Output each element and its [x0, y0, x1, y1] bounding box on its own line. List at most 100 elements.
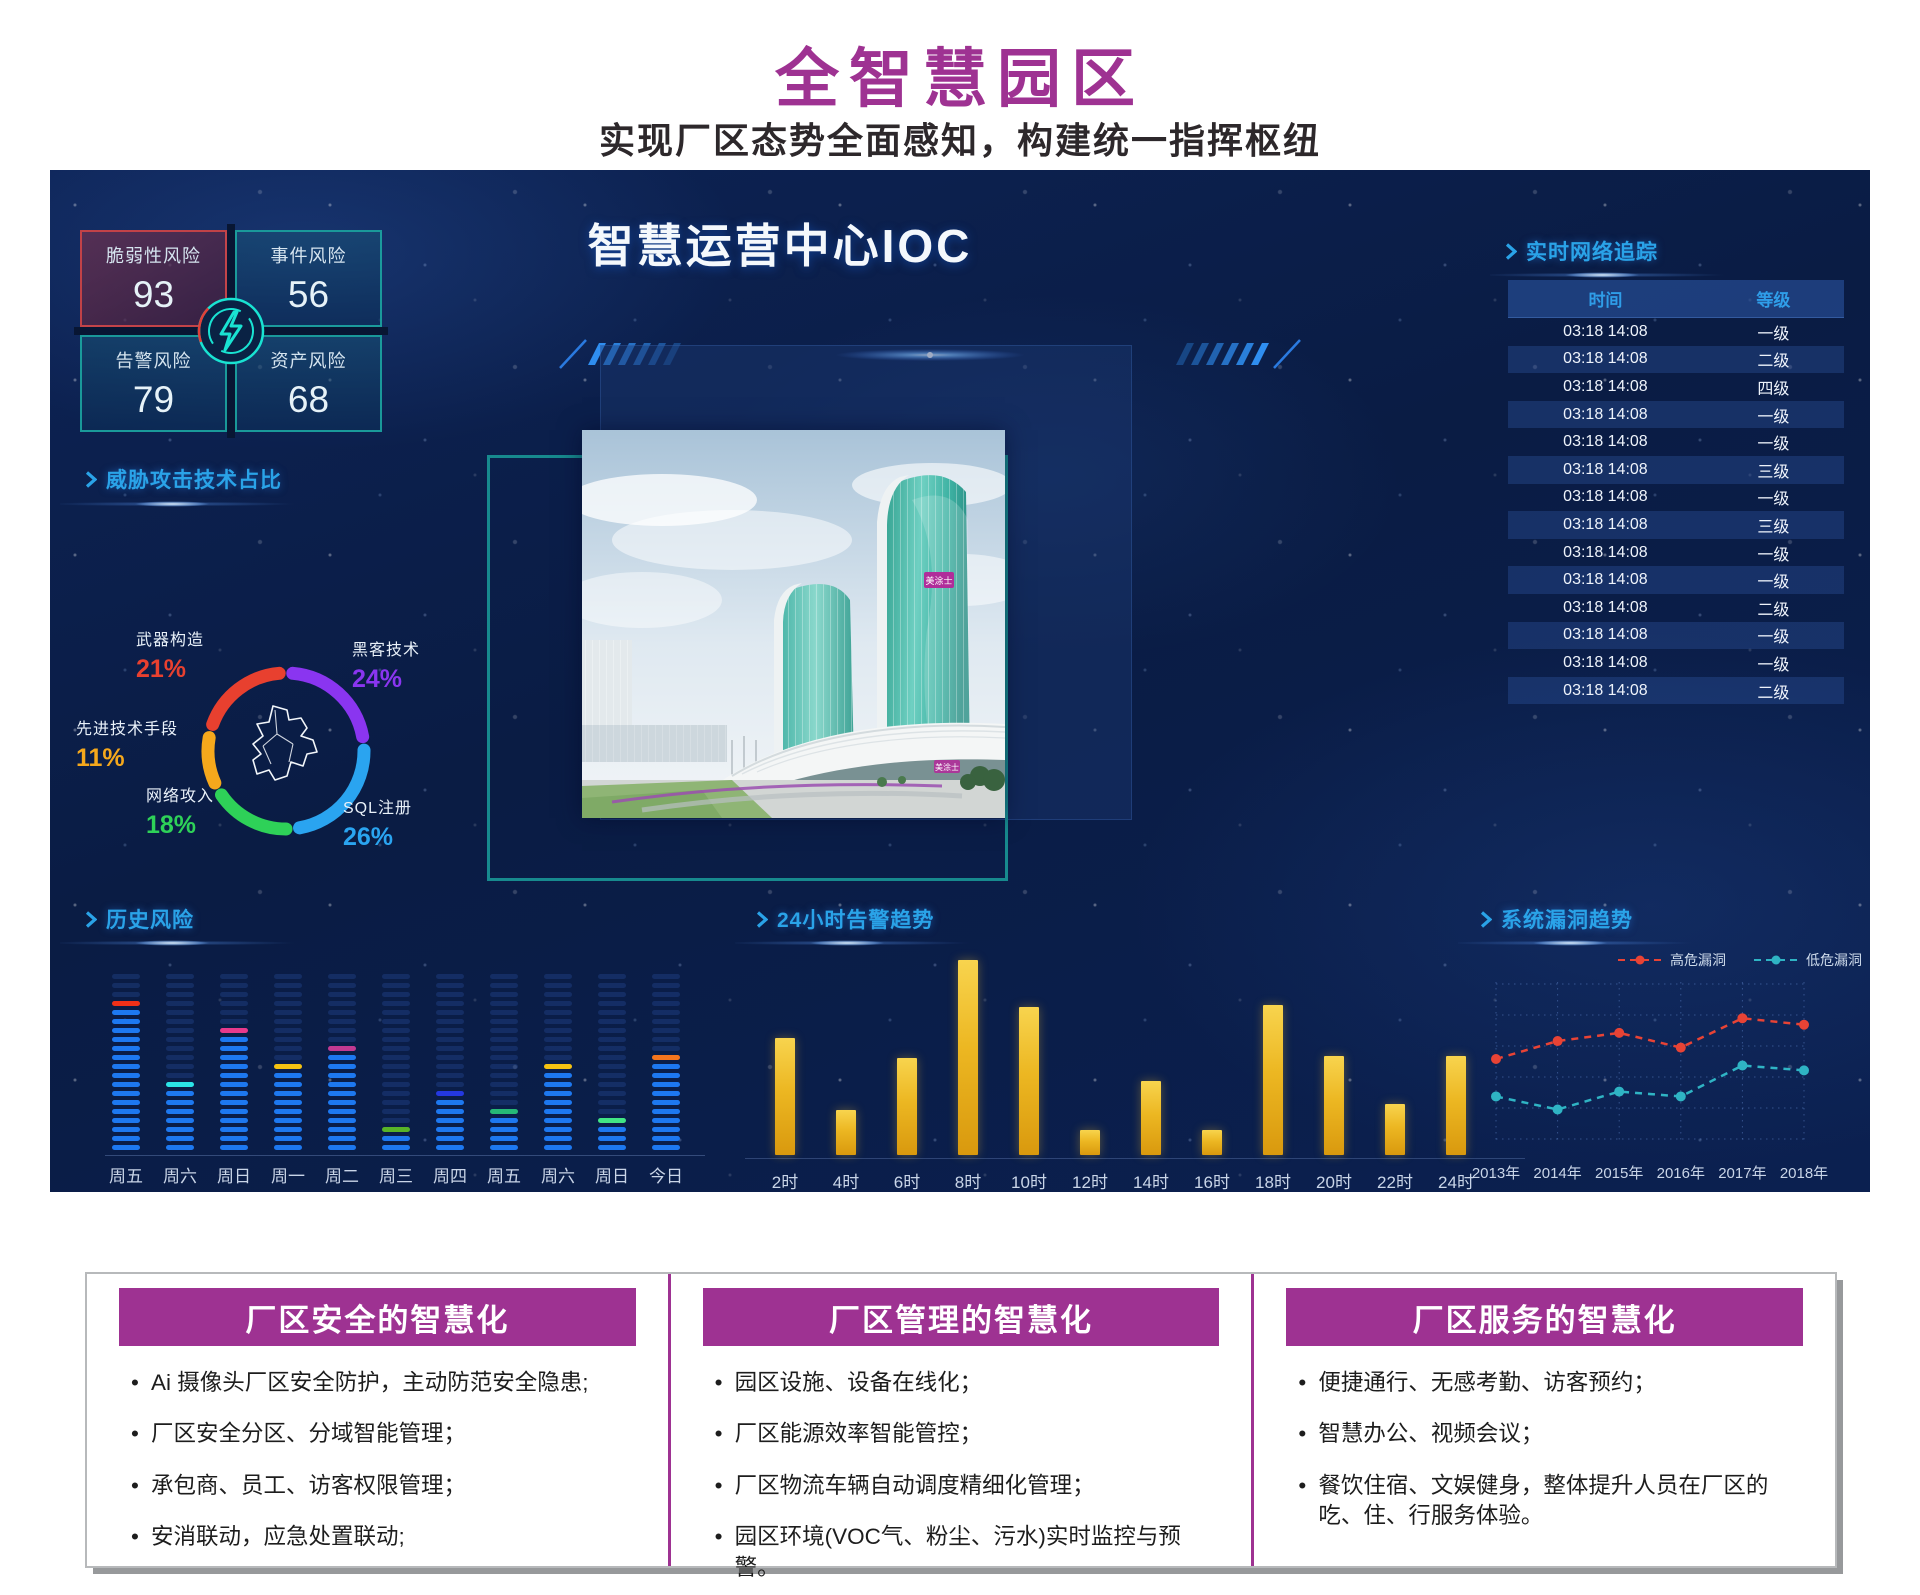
donut-label-weapon: 武器构造 21%: [136, 632, 205, 683]
history-bar: [274, 974, 302, 1150]
cell-level: 二级: [1757, 601, 1790, 619]
alert-bar: [1446, 1055, 1466, 1155]
table-row: 03:18 14:08 四级: [1508, 373, 1844, 401]
svg-text:美涂士: 美涂士: [935, 762, 959, 772]
cell-level: 一级: [1757, 436, 1790, 454]
flare-decoration: [60, 939, 390, 947]
page-title: 全智慧园区: [775, 43, 1145, 115]
section-title-label: 威胁攻击技术占比: [106, 469, 282, 492]
risk-card-label: 脆弱性风险: [106, 245, 201, 266]
table-row: 03:18 14:08 三级: [1508, 455, 1844, 484]
cell-level: 四级: [1757, 380, 1790, 398]
vuln-legend: 高危漏洞 低危漏洞: [1618, 950, 1862, 970]
table-row: 03:18 14:08 一级: [1508, 621, 1844, 650]
day-label: 周五: [487, 1167, 521, 1186]
card-title: 厂区安全的智慧化: [119, 1288, 636, 1346]
alert-bar: [1019, 1006, 1039, 1155]
section-title-history: 历史风险: [85, 904, 194, 934]
flare-decoration: [735, 939, 1065, 947]
legend-item-high: 高危漏洞: [1618, 950, 1726, 970]
bullet-item: 园区设施、设备在线化；: [715, 1368, 1224, 1399]
risk-card-value: 93: [132, 273, 175, 315]
hour-label: 16时: [1194, 1173, 1230, 1192]
hour-label: 8时: [954, 1173, 982, 1192]
axis-baseline: [105, 1155, 705, 1156]
history-bar: [436, 974, 464, 1150]
cell-time: 03:18 14:08: [1563, 433, 1648, 451]
hour-label: 14时: [1133, 1173, 1169, 1192]
risk-card-value: 79: [132, 378, 175, 420]
day-label: 周六: [541, 1167, 575, 1186]
cell-time: 03:18 14:08: [1563, 543, 1648, 561]
cell-time: 03:18 14:08: [1563, 653, 1648, 671]
cell-level: 一级: [1757, 656, 1790, 674]
vuln-trend-chart: [1491, 982, 1809, 1142]
risk-card-alarm: 告警风险 79: [80, 335, 227, 432]
section-title-alert24: 24小时告警趋势: [756, 904, 934, 934]
section-title-label: 24小时告警趋势: [777, 909, 935, 932]
cell-level: 二级: [1757, 684, 1790, 702]
cell-level: 一级: [1757, 546, 1790, 564]
chevron-icon: [1480, 910, 1492, 928]
day-label: 周四: [433, 1167, 467, 1186]
alert-bar: [958, 960, 978, 1155]
section-title-label: 实时网络追踪: [1526, 241, 1658, 264]
table-row: 03:18 14:08 二级: [1508, 676, 1844, 705]
cell-level: 一级: [1757, 491, 1790, 509]
table-row: 03:18 14:08 一级: [1508, 318, 1844, 346]
network-table: 时间 等级 03:18 14:08 一级 03:18 14:08 二级 03:18 14…: [1508, 280, 1844, 705]
cell-time: 03:18 14:08: [1563, 598, 1648, 616]
section-title-threat: 威胁攻击技术占比: [85, 464, 282, 494]
threat-donut-chart: [201, 666, 371, 836]
history-bar: [382, 974, 410, 1150]
info-card-management: 厂区管理的智慧化 园区设施、设备在线化； 厂区能源效率智能管控； 厂区物流车辆自动调…: [671, 1274, 1255, 1580]
donut-label-advanced: 先进技术手段 11%: [76, 721, 179, 772]
history-bar: [166, 974, 194, 1150]
chevron-icon: [756, 910, 768, 928]
donut-label-network: 网络攻入 18%: [146, 788, 215, 839]
history-bar: [544, 974, 572, 1150]
axis-baseline: [745, 1158, 1525, 1159]
risk-card-asset: 资产风险 68: [235, 335, 382, 432]
flare-decoration: [1490, 271, 1820, 279]
hour-label: 4时: [832, 1173, 860, 1192]
year-label: 2014年: [1533, 1165, 1582, 1182]
bullet-item: 智慧办公、视频会议；: [1298, 1419, 1807, 1450]
cell-time: 03:18 14:08: [1563, 350, 1648, 368]
cell-level: 二级: [1757, 353, 1790, 371]
alert-bar: [1141, 1080, 1161, 1155]
section-title-label: 历史风险: [106, 909, 194, 932]
section-title-label: 系统漏洞趋势: [1501, 909, 1633, 932]
alert-bar: [1263, 1004, 1283, 1155]
hour-label: 20时: [1316, 1173, 1352, 1192]
map-outline-icon: [252, 705, 318, 781]
cell-level: 一级: [1757, 629, 1790, 647]
donut-label-hacker: 黑客技术 24%: [352, 642, 421, 693]
table-row: 03:18 14:08 三级: [1508, 511, 1844, 539]
table-row: 03:18 14:08 二级: [1508, 345, 1844, 374]
alert-bar: [1080, 1129, 1100, 1155]
alert-bar: [1202, 1129, 1222, 1155]
legend-marker-low-icon: [1754, 955, 1798, 965]
history-bar: [112, 974, 140, 1150]
bullet-item: 承包商、员工、访客权限管理；: [131, 1471, 640, 1502]
hour-label: 12时: [1072, 1173, 1108, 1192]
ioc-title: 智慧运营中心IOC: [587, 220, 973, 272]
cell-time: 03:18 14:08: [1563, 377, 1648, 395]
cell-level: 一级: [1757, 574, 1790, 592]
day-label: 周六: [163, 1167, 197, 1186]
year-label: 2015年: [1595, 1165, 1644, 1182]
chevron-icon: [85, 470, 97, 488]
bullet-list: 园区设施、设备在线化； 厂区能源效率智能管控； 厂区物流车辆自动调度精细化管理； 园区…: [681, 1368, 1242, 1583]
section-title-network: 实时网络追踪: [1505, 236, 1658, 266]
table-row: 03:18 14:08 一级: [1508, 484, 1844, 512]
table-row: 03:18 14:08 一级: [1508, 539, 1844, 567]
tech-divider: [555, 339, 1305, 369]
cell-time: 03:18 14:08: [1563, 571, 1648, 589]
flare-decoration: [60, 500, 390, 508]
legend-item-low: 低危漏洞: [1754, 950, 1862, 970]
cell-time: 03:18 14:08: [1563, 460, 1648, 478]
cell-level: 一级: [1757, 325, 1790, 343]
bullet-list: Ai 摄像头厂区安全防护，主动防范安全隐患; 厂区安全分区、分域智能管理； 承包商、…: [97, 1368, 658, 1553]
